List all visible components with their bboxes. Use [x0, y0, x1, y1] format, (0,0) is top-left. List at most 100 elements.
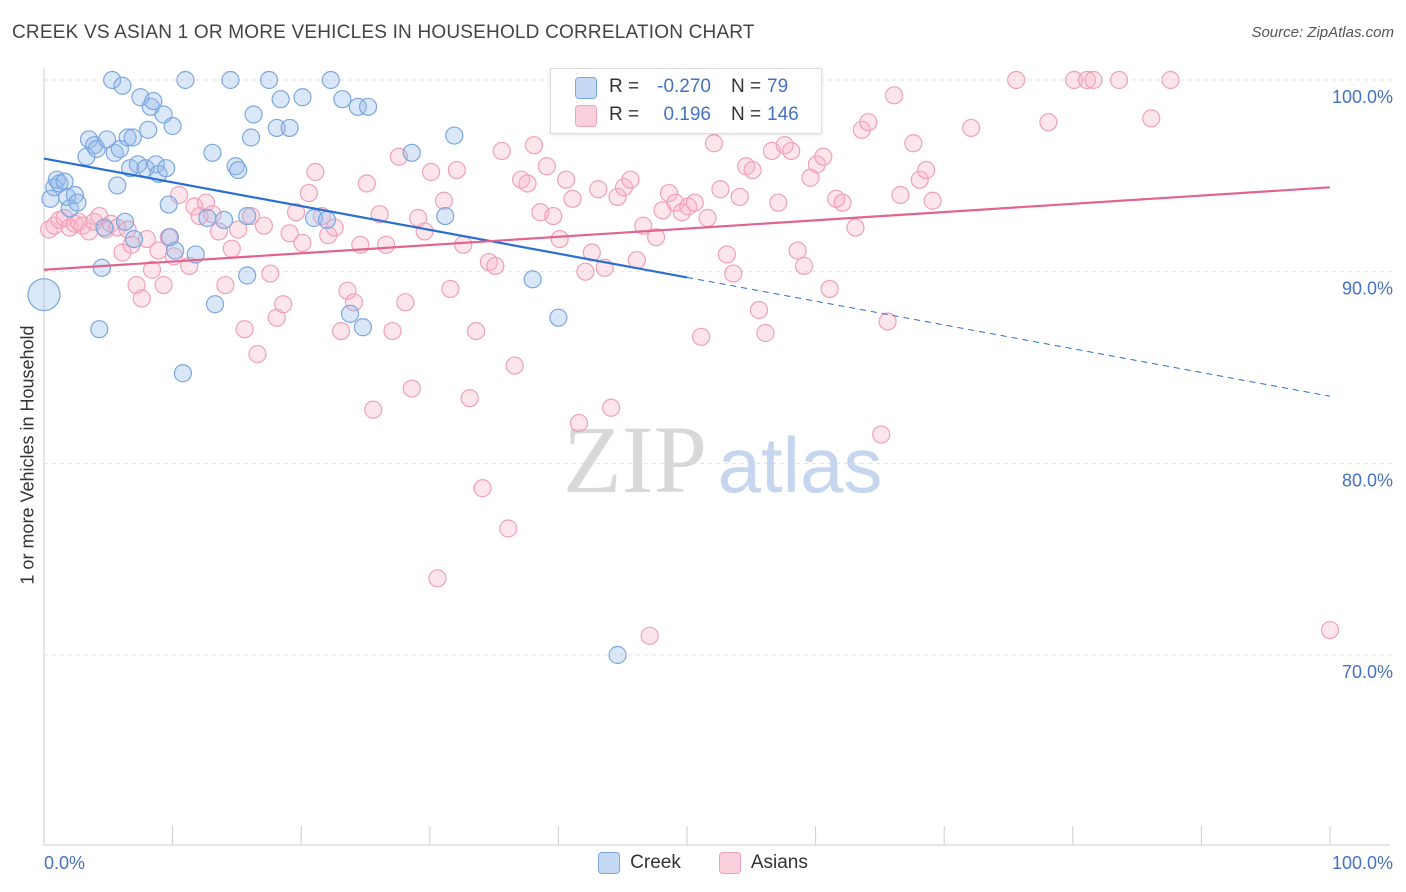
- asians-r-label: R =: [609, 104, 640, 125]
- source-label: Source: ZipAtlas.com: [1251, 24, 1394, 41]
- asians-point: [1064, 70, 1084, 90]
- asians-point: [576, 262, 595, 281]
- asians-point: [859, 113, 878, 132]
- asians-legend-swatch: [718, 852, 741, 874]
- creek-point: [293, 88, 312, 107]
- asians-point: [563, 189, 582, 208]
- asians-point: [460, 389, 479, 408]
- creek-point: [271, 90, 290, 109]
- legend-item-asians[interactable]: Asians: [718, 852, 808, 874]
- creek-point: [436, 206, 455, 226]
- creek-swatch: [575, 77, 597, 99]
- asians-point: [1109, 70, 1129, 90]
- asians-point: [338, 281, 357, 300]
- asians-point: [447, 160, 466, 180]
- y-tick-label: 100.0%: [1332, 87, 1393, 107]
- asians-point: [647, 228, 666, 247]
- creek-point: [173, 364, 192, 383]
- creek-point: [280, 118, 299, 138]
- creek-legend-swatch: [598, 852, 621, 874]
- creek-legend-label: Creek: [630, 852, 681, 873]
- asians-point: [396, 293, 415, 312]
- asians-point: [749, 300, 769, 320]
- asians-point: [415, 222, 434, 241]
- creek-point: [55, 172, 74, 191]
- creek-point: [118, 128, 137, 147]
- asians-point: [473, 479, 492, 498]
- asians-point: [917, 160, 936, 180]
- asians-point: [344, 293, 364, 312]
- asians-point: [569, 413, 589, 433]
- creek-point: [221, 70, 240, 90]
- creek-point: [79, 130, 99, 149]
- creek-point: [340, 304, 360, 323]
- creek-point: [229, 160, 248, 180]
- asians-point: [730, 187, 749, 207]
- asians-point: [608, 187, 627, 207]
- asians-point: [743, 160, 762, 180]
- asians-legend-label: Asians: [750, 852, 808, 873]
- creek-point: [321, 70, 340, 90]
- creek-point: [238, 266, 257, 285]
- asians-point: [254, 216, 274, 235]
- asians-point: [814, 147, 833, 166]
- asians-point: [492, 141, 511, 161]
- asians-point: [434, 191, 454, 210]
- asians-point: [127, 275, 146, 295]
- creek-point: [160, 228, 180, 247]
- creek-point: [608, 645, 627, 665]
- legend-item-creek[interactable]: Creek: [598, 852, 681, 874]
- asians-point: [634, 216, 653, 235]
- creek-point: [113, 76, 132, 95]
- creek-point: [549, 308, 568, 327]
- asians-point: [910, 170, 929, 189]
- creek-point: [95, 218, 114, 237]
- creek-point: [115, 212, 135, 231]
- creek-point: [238, 206, 257, 226]
- asians-point: [582, 243, 601, 262]
- creek-point: [259, 70, 279, 90]
- asians-point: [486, 256, 505, 276]
- creek-point: [27, 278, 61, 312]
- creek-point: [92, 258, 111, 277]
- asians-point: [891, 185, 910, 205]
- creek-point: [205, 295, 225, 314]
- asians-point: [685, 193, 704, 212]
- asians-points: [40, 70, 1340, 645]
- asians-point: [904, 134, 923, 153]
- asians-point: [711, 180, 730, 199]
- asians-point: [1084, 70, 1103, 90]
- asians-point: [782, 141, 801, 161]
- asians-point: [1039, 113, 1058, 132]
- asians-point: [724, 264, 743, 283]
- asians-point: [846, 218, 865, 237]
- creek-point: [68, 193, 87, 212]
- creek-point: [97, 130, 117, 149]
- asians-point: [137, 229, 156, 249]
- x-tick-label: 0.0%: [44, 853, 85, 873]
- asians-point: [769, 193, 788, 212]
- series-legend: Creek Asians: [0, 852, 1406, 874]
- asians-point: [833, 193, 852, 212]
- asians-point: [370, 205, 389, 224]
- asians-point: [376, 235, 396, 254]
- creek-point: [166, 241, 185, 260]
- asians-point: [383, 321, 402, 341]
- asians-point: [544, 206, 563, 226]
- asians-point: [402, 379, 421, 398]
- asians-point: [45, 216, 64, 235]
- asians-point: [248, 344, 267, 364]
- asians-point: [286, 203, 306, 222]
- creek-point: [108, 176, 127, 195]
- asians-point: [602, 398, 621, 417]
- creek-point: [90, 320, 109, 339]
- asians-point: [1161, 70, 1180, 90]
- asians-point: [962, 118, 981, 138]
- creek-point: [402, 143, 421, 162]
- asians-point: [505, 356, 524, 375]
- asians-point: [1077, 70, 1097, 90]
- creek-point: [267, 118, 286, 138]
- asians-point: [216, 275, 235, 295]
- asians-point: [788, 241, 807, 260]
- asians-point: [659, 183, 679, 203]
